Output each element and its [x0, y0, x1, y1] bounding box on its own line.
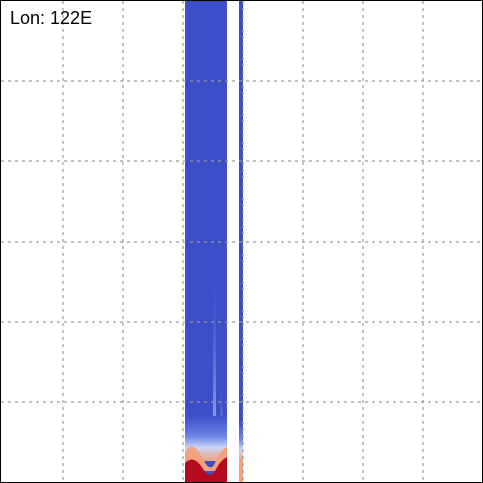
longitude-label: Lon: 122E — [10, 8, 93, 28]
narrow-transition — [239, 421, 243, 461]
narrow-warm — [239, 459, 243, 482]
plume-streak — [213, 259, 216, 449]
hot-layer — [185, 457, 227, 482]
